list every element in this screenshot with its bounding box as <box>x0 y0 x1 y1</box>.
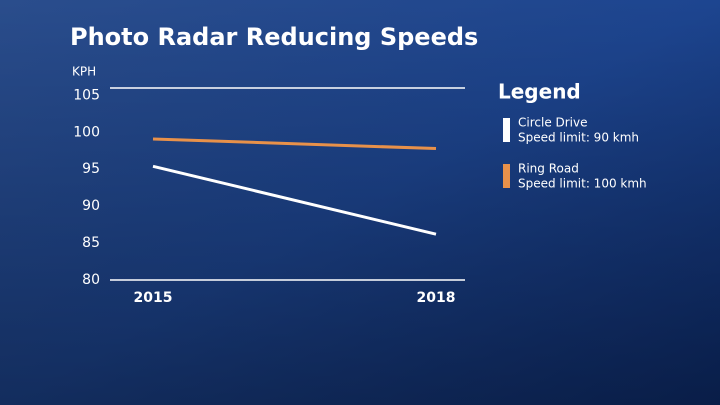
legend-note: Speed limit: 90 kmh <box>518 131 639 145</box>
y-tick-label: 100 <box>73 124 100 140</box>
y-tick-label: 90 <box>82 198 100 214</box>
y-axis-label: KPH <box>72 65 96 79</box>
legend-swatch <box>503 118 510 142</box>
x-tick-label: 2018 <box>417 290 456 306</box>
y-tick-label: 95 <box>82 161 100 177</box>
legend-title: Legend <box>498 80 581 104</box>
y-tick-label: 85 <box>82 235 100 251</box>
legend-label: Ring Road <box>518 162 579 176</box>
y-tick-label: 105 <box>73 87 100 103</box>
chart-title: Photo Radar Reducing Speeds <box>70 23 478 51</box>
y-tick-label: 80 <box>82 272 100 288</box>
legend-note: Speed limit: 100 kmh <box>518 177 647 191</box>
series-line <box>152 164 437 236</box>
legend-label: Circle Drive <box>518 116 588 130</box>
x-tick-label: 2015 <box>134 290 173 306</box>
legend-swatch <box>503 164 510 188</box>
series-line <box>152 137 437 151</box>
